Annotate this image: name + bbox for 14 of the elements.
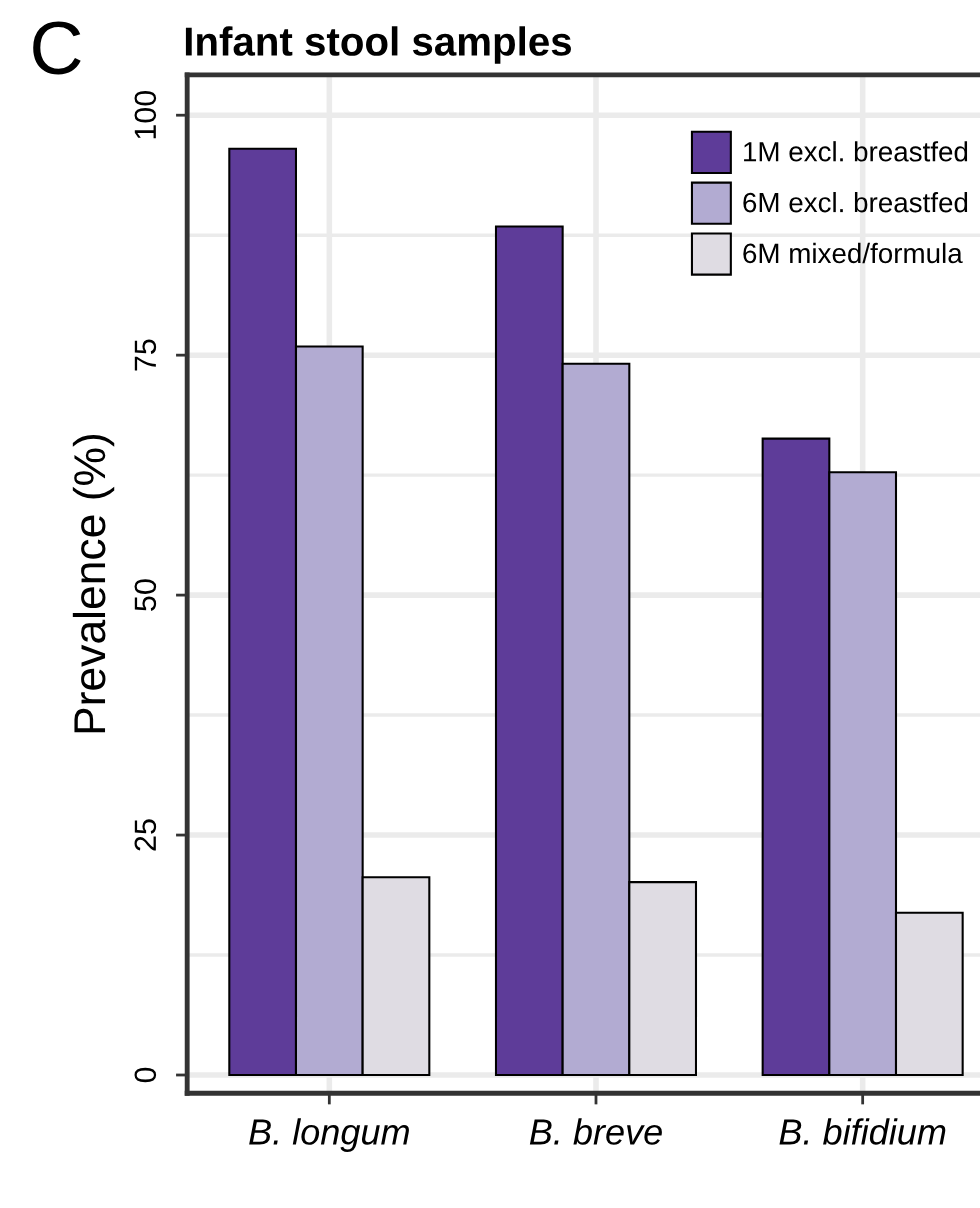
x-tick-label: B. breve: [529, 1118, 662, 1145]
x-tick-label: B. longum: [249, 1118, 409, 1152]
legend-label: 6M excl. breastfed: [743, 191, 968, 213]
y-tick-label: 25: [134, 819, 157, 851]
legend-label: 1M excl. breastfed: [744, 141, 968, 162]
y-axis-title: Prevalence (%): [72, 434, 115, 733]
y-tick-label: 50: [134, 579, 157, 611]
chart-title: Infant stool samples: [185, 26, 571, 64]
x-tick-label: B. bifidium: [779, 1118, 946, 1145]
y-tick-label: 75: [134, 339, 157, 371]
text: C: [33, 21, 81, 75]
y-tick-label: 100: [134, 90, 157, 139]
y-tick-label: 0: [134, 1067, 157, 1083]
legend-label: 6M mixed/formula: [743, 242, 963, 264]
